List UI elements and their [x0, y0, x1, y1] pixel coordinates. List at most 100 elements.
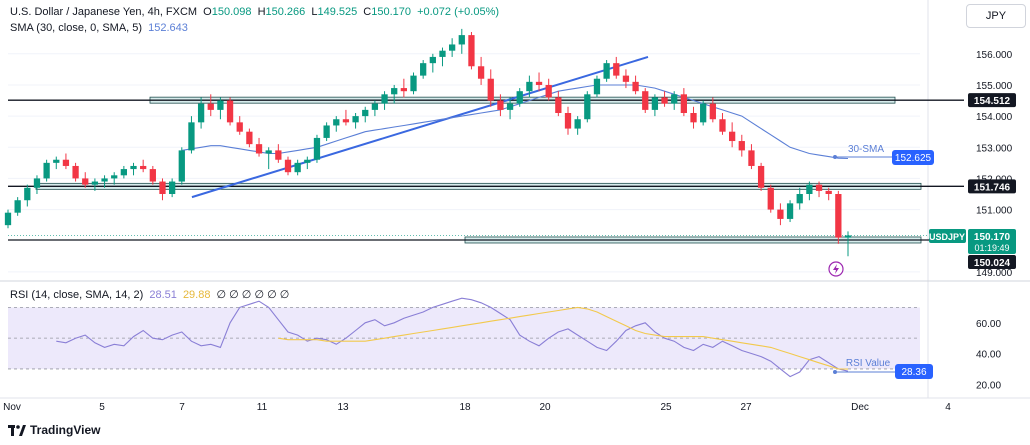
candle-body: [738, 141, 745, 151]
current-price-tag: 150.170: [974, 232, 1011, 243]
current-price-tag-bg: [968, 229, 1016, 254]
candle-body: [120, 169, 127, 176]
candle-body: [14, 200, 21, 213]
candle-body: [700, 103, 707, 123]
candle-body: [642, 91, 649, 110]
candle-body: [188, 122, 195, 151]
candle-body: [449, 44, 456, 51]
candle-body: [400, 88, 407, 92]
candle-body: [381, 94, 388, 104]
rsi-value: 28.51: [149, 289, 177, 301]
candle-body: [82, 178, 89, 185]
candle-body: [555, 97, 562, 113]
candle-body: [24, 187, 31, 201]
rsi-tag-bg: [895, 364, 933, 379]
trendline: [191, 55, 649, 199]
ohlc-open-label: O: [203, 6, 212, 18]
candle-body: [535, 81, 543, 85]
ohlc-open: 150.098: [211, 6, 252, 18]
support-tag: 150.024: [974, 258, 1011, 269]
candle-body: [304, 159, 311, 163]
sma-header: SMA (30, close, 0, SMA, 5) 152.643: [10, 22, 191, 34]
candle-body: [458, 35, 465, 45]
candle-body: [159, 181, 166, 194]
sma-tag: 152.625: [895, 153, 932, 164]
candle-body: [487, 78, 494, 101]
time-tick-label: 4: [945, 402, 951, 413]
price-tick-label: 151.000: [976, 206, 1013, 217]
candle-body: [545, 84, 552, 98]
time-tick-label: Nov: [3, 402, 21, 413]
rsi-label: RSI (14, close, SMA, 14, 2): [10, 289, 144, 301]
candle-body: [651, 97, 659, 110]
candle-body: [757, 165, 765, 188]
countdown-label: 01:19:49: [974, 243, 1009, 253]
resistance-1-tag-bg: [968, 93, 1016, 108]
candle-body: [207, 103, 214, 110]
candle-body: [844, 235, 852, 238]
resistance-2-tag-bg: [968, 179, 1016, 194]
candle-body: [371, 103, 379, 110]
ohlc-header: U.S. Dollar / Japanese Yen, 4h, FXCM O15…: [10, 6, 502, 18]
currency-button[interactable]: JPY: [966, 4, 1026, 28]
candle-body: [729, 131, 736, 142]
candle-body: [53, 159, 60, 163]
candle-body: [603, 63, 610, 79]
time-tick-label: 7: [179, 402, 185, 413]
price-tick-label: 153.000: [976, 143, 1013, 154]
candle-body: [111, 175, 118, 179]
ohlc-low-label: L: [311, 6, 318, 18]
candle-body: [333, 119, 340, 126]
candle-body: [275, 150, 282, 160]
sma-line: [181, 84, 849, 160]
rsi-header: RSI (14, close, SMA, 14, 2) 28.51 29.88 …: [10, 288, 292, 301]
candle-body: [825, 190, 832, 194]
tradingview-brand[interactable]: TradingView: [30, 423, 101, 437]
candle-body: [169, 181, 176, 194]
candle-body: [429, 56, 436, 64]
time-tick-label: Dec: [851, 402, 869, 413]
rsi-line: [56, 297, 849, 378]
candle-body: [226, 100, 234, 123]
candle-body: [72, 165, 79, 179]
candle-body: [284, 159, 292, 173]
candle-body: [255, 144, 263, 154]
candle-body: [265, 150, 272, 154]
price-tick-label: 156.000: [976, 50, 1013, 61]
candle-body: [130, 165, 137, 170]
ohlc-change: +0.072 (+0.05%): [417, 6, 500, 18]
sma-value: 152.643: [148, 22, 188, 34]
candle-body: [815, 184, 823, 191]
price-tick-label: 155.000: [976, 81, 1013, 92]
candle-body: [671, 94, 678, 104]
rsi-tick-label: 60.00: [976, 319, 1001, 330]
symbol-tag: USDJPY: [929, 232, 965, 242]
candle-body: [593, 78, 601, 95]
candle-body: [564, 113, 572, 129]
ohlc-low: 149.525: [317, 6, 358, 18]
candle-body: [391, 88, 398, 95]
candle-body: [362, 109, 369, 117]
candle-body: [43, 162, 50, 179]
time-tick-label: 13: [337, 402, 349, 413]
candle-body: [767, 187, 774, 210]
tradingview-logo-icon[interactable]: [8, 424, 26, 436]
candle-body: [632, 81, 639, 92]
candle-body: [217, 100, 224, 110]
symbol-tag-bg: [929, 229, 966, 243]
alert-lightning-glyph: [833, 264, 839, 274]
candle-body: [246, 131, 253, 145]
candle-body: [835, 194, 842, 238]
candle-body: [323, 125, 330, 138]
sma-annotation-text: 30-SMA: [848, 144, 884, 155]
candle-body: [178, 150, 185, 182]
time-tick-label: 11: [257, 402, 268, 413]
candle-body: [786, 203, 794, 219]
symbol-title: U.S. Dollar / Japanese Yen, 4h, FXCM: [10, 6, 198, 18]
ohlc-close: 150.170: [371, 6, 412, 18]
candle-body: [101, 178, 108, 182]
rsi-sma-line: [278, 306, 849, 370]
candle-body: [526, 81, 533, 92]
candle-body: [4, 212, 12, 226]
